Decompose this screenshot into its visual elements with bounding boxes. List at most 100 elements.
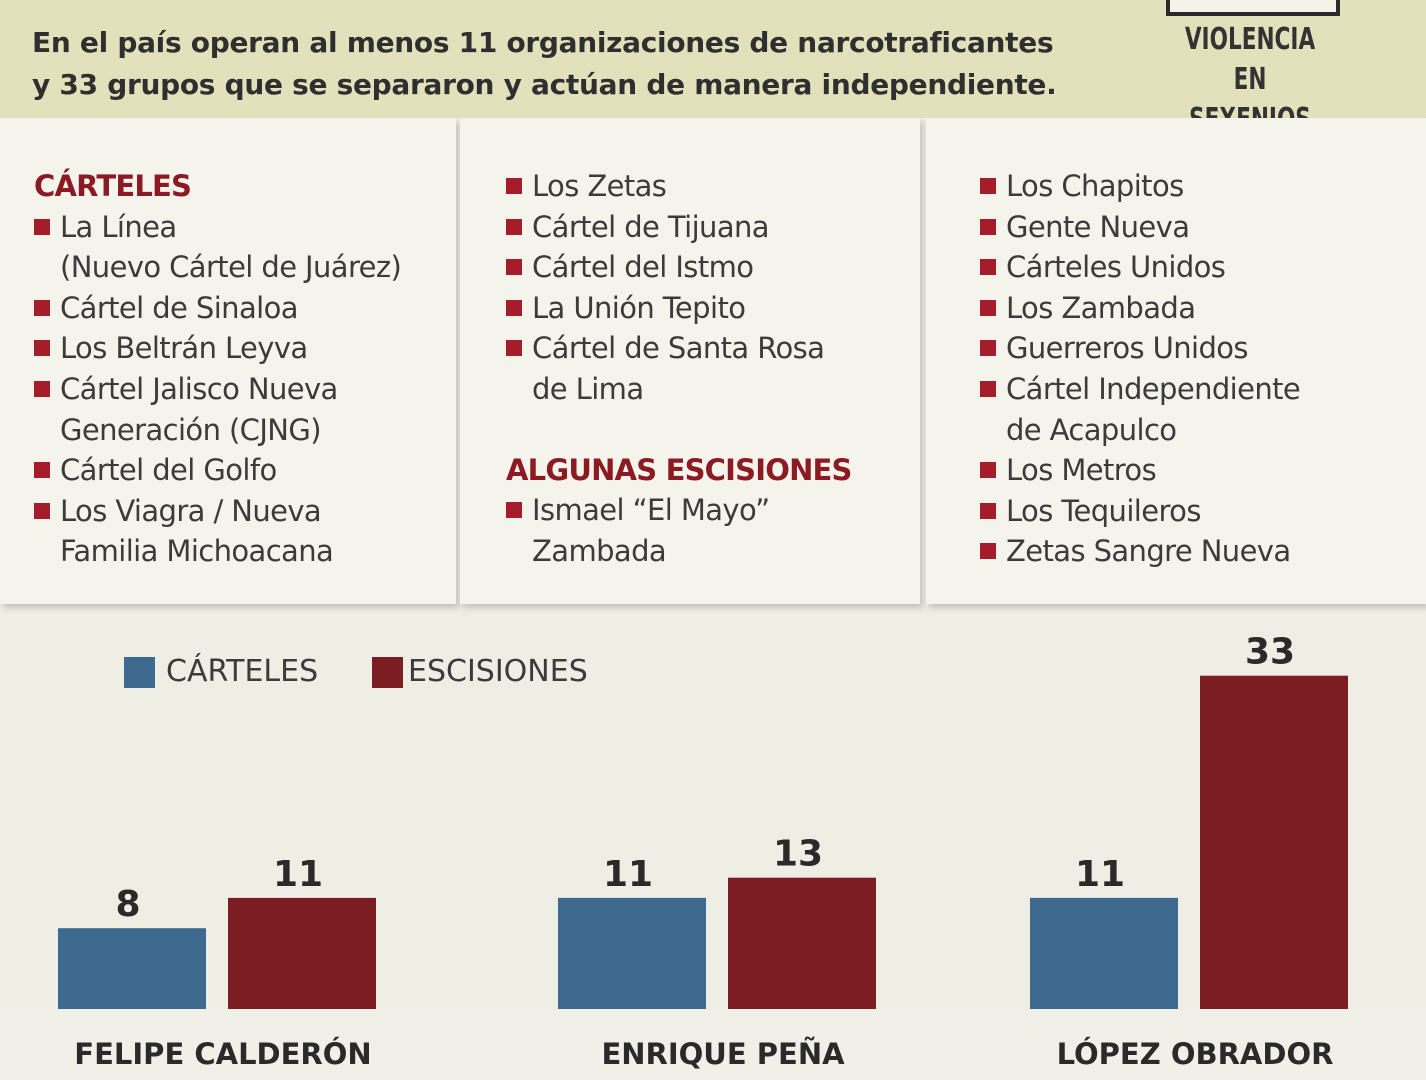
badge-frame: [1166, 0, 1340, 16]
bar-value-label: 8: [115, 884, 140, 925]
bullet-square-icon: [34, 340, 50, 357]
cartel-item: Cártel de Tijuana: [506, 207, 852, 248]
carteles-list: La Línea (Nuevo Cártel de Juárez) Cártel d…: [34, 207, 402, 572]
chart-baseline-band: [0, 1009, 1426, 1080]
cartel-item-text: Familia Michoacana: [60, 534, 334, 569]
bar-chart: 8 11 FELIPE CALDERÓN 11 13 ENRIQUE PEÑA 11 33 LÓ…: [0, 632, 1426, 1080]
legend-label-carteles: CÁRTELES: [166, 654, 319, 689]
escisiones-list-continued: Los Chapitos Gente Nueva Cárteles Unidos Lo…: [980, 166, 1301, 572]
escision-item-text: Zetas Sangre Nueva: [1006, 534, 1291, 569]
escisiones-list: Ismael “El Mayo” Zambada: [506, 490, 852, 571]
cartel-item-text: Los Viagra / Nueva: [60, 493, 322, 528]
cartel-item: Cártel Jalisco Nueva Generación (CJNG): [34, 369, 401, 450]
bar-carteles: [558, 897, 706, 1009]
headline-line-1: En el país operan al menos 11 organizaci…: [32, 26, 1054, 59]
bullet-square-icon: [980, 502, 996, 519]
carteles-heading: CÁRTELES: [34, 169, 192, 203]
escision-item-text: Los Chapitos: [1006, 169, 1184, 203]
bar-value-label: 13: [773, 834, 823, 875]
bullet-square-icon: [980, 259, 996, 276]
legend-swatch-carteles: [124, 657, 155, 688]
badge-line-1: VIOLENCIA: [1184, 22, 1316, 57]
headline: En el país operan al menos 11 organizaci…: [32, 22, 1112, 106]
list-panel-3: [926, 118, 1426, 604]
header-banner: En el país operan al menos 11 organizaci…: [0, 0, 1426, 137]
bar-value-label: 11: [1075, 854, 1125, 895]
escision-item: Los Chapitos: [980, 166, 1300, 207]
category-label: ENRIQUE PEÑA: [601, 1037, 845, 1071]
bar-carteles: [58, 928, 206, 1009]
escision-item: Guerreros Unidos: [980, 328, 1300, 369]
bullet-square-icon: [34, 502, 50, 519]
cartel-item-text: Los Beltrán Leyva: [60, 331, 308, 366]
cartel-item-text: (Nuevo Cártel de Juárez): [60, 250, 402, 285]
bullet-square-icon: [980, 380, 996, 397]
cartel-item: Los Viagra / Nueva Familia Michoacana: [34, 491, 401, 572]
cartel-item: La Unión Tepito: [506, 288, 852, 329]
cartel-item: Cártel del Golfo: [34, 450, 401, 491]
bar-value-label: 33: [1245, 632, 1295, 673]
bullet-square-icon: [980, 218, 996, 235]
cartel-item-text: Cártel de Tijuana: [532, 209, 770, 244]
escision-item: Los Zambada: [980, 288, 1300, 329]
cartel-item: Cártel del Istmo: [506, 247, 852, 288]
escision-item-text: Cártel Independiente: [1006, 371, 1301, 406]
bullet-square-icon: [980, 543, 996, 560]
bar-escisiones: [228, 897, 376, 1009]
escision-item-text: Los Tequileros: [1006, 493, 1201, 528]
bar-value-label: 11: [273, 854, 323, 895]
bullet-square-icon: [34, 299, 50, 316]
bar-value-label: 11: [603, 854, 653, 895]
escision-item-text: Guerreros Unidos: [1006, 331, 1249, 366]
escision-item: Cárteles Unidos: [980, 247, 1300, 288]
escision-item-text: Los Metros: [1006, 453, 1157, 488]
headline-line-2: y 33 grupos que se separaron y actúan de…: [32, 68, 1057, 101]
bullet-square-icon: [506, 218, 522, 235]
cartel-item-text: Cártel de Santa Rosa: [532, 331, 825, 366]
escision-item-text: Gente Nueva: [1006, 209, 1190, 244]
escision-item-text: Los Zambada: [1006, 290, 1196, 325]
bullet-square-icon: [980, 340, 996, 357]
cartel-item: La Línea (Nuevo Cártel de Juárez): [34, 207, 402, 288]
bullet-square-icon: [506, 299, 522, 316]
cartel-item-text: Cártel Jalisco Nueva: [60, 371, 338, 406]
bullet-square-icon: [506, 340, 522, 357]
bar-carteles: [1030, 897, 1178, 1009]
list-panel-1: [0, 118, 456, 604]
cartel-item-text: Cártel del Golfo: [60, 453, 277, 488]
escision-item: Gente Nueva: [980, 207, 1300, 248]
list-panel-2: [460, 118, 920, 604]
list-column-3: Los Chapitos Gente Nueva Cárteles Unidos Lo…: [980, 166, 1301, 572]
legend-label-escisiones: ESCISIONES: [408, 654, 588, 689]
escision-item: Cártel Independiente de Acapulco: [980, 369, 1301, 450]
bar-escisiones: [1200, 675, 1348, 1009]
bullet-square-icon: [34, 462, 50, 479]
legend-swatch-escisiones: [372, 657, 403, 688]
cartel-item-text: Los Zetas: [532, 169, 667, 203]
cartel-item: Cártel de Sinaloa: [34, 288, 401, 329]
carteles-list-continued: Los Zetas Cártel de Tijuana Cártel del Ist…: [506, 166, 852, 410]
bar-escisiones: [728, 877, 876, 1009]
bullet-square-icon: [506, 502, 522, 519]
bullet-square-icon: [506, 259, 522, 276]
bullet-square-icon: [34, 380, 50, 397]
cartel-item-text: de Lima: [532, 371, 644, 406]
list-column-2: Los Zetas Cártel de Tijuana Cártel del Ist…: [506, 166, 852, 571]
cartel-item-text: Cártel del Istmo: [532, 250, 754, 285]
cartel-item-text: Generación (CJNG): [60, 412, 322, 447]
escision-item-text: Ismael “El Mayo”: [532, 493, 770, 528]
list-column-1: CÁRTELES La Línea (Nuevo Cártel de Juárez…: [34, 166, 402, 572]
bullet-square-icon: [34, 218, 50, 235]
escisiones-heading: ALGUNAS ESCISIONES: [506, 452, 852, 487]
escision-item: Los Metros: [980, 450, 1300, 491]
bullet-square-icon: [506, 178, 522, 194]
escision-item-text: Zambada: [532, 533, 667, 568]
bullet-square-icon: [980, 299, 996, 316]
cartel-item-text: La Línea: [60, 209, 177, 244]
cartel-item: Cártel de Santa Rosa de Lima: [506, 328, 852, 409]
bullet-square-icon: [980, 178, 996, 194]
bullet-square-icon: [980, 462, 996, 479]
escision-item-text: Cárteles Unidos: [1006, 250, 1226, 285]
escision-item: Zetas Sangre Nueva: [980, 531, 1300, 572]
escision-item-text: de Acapulco: [1006, 412, 1177, 447]
